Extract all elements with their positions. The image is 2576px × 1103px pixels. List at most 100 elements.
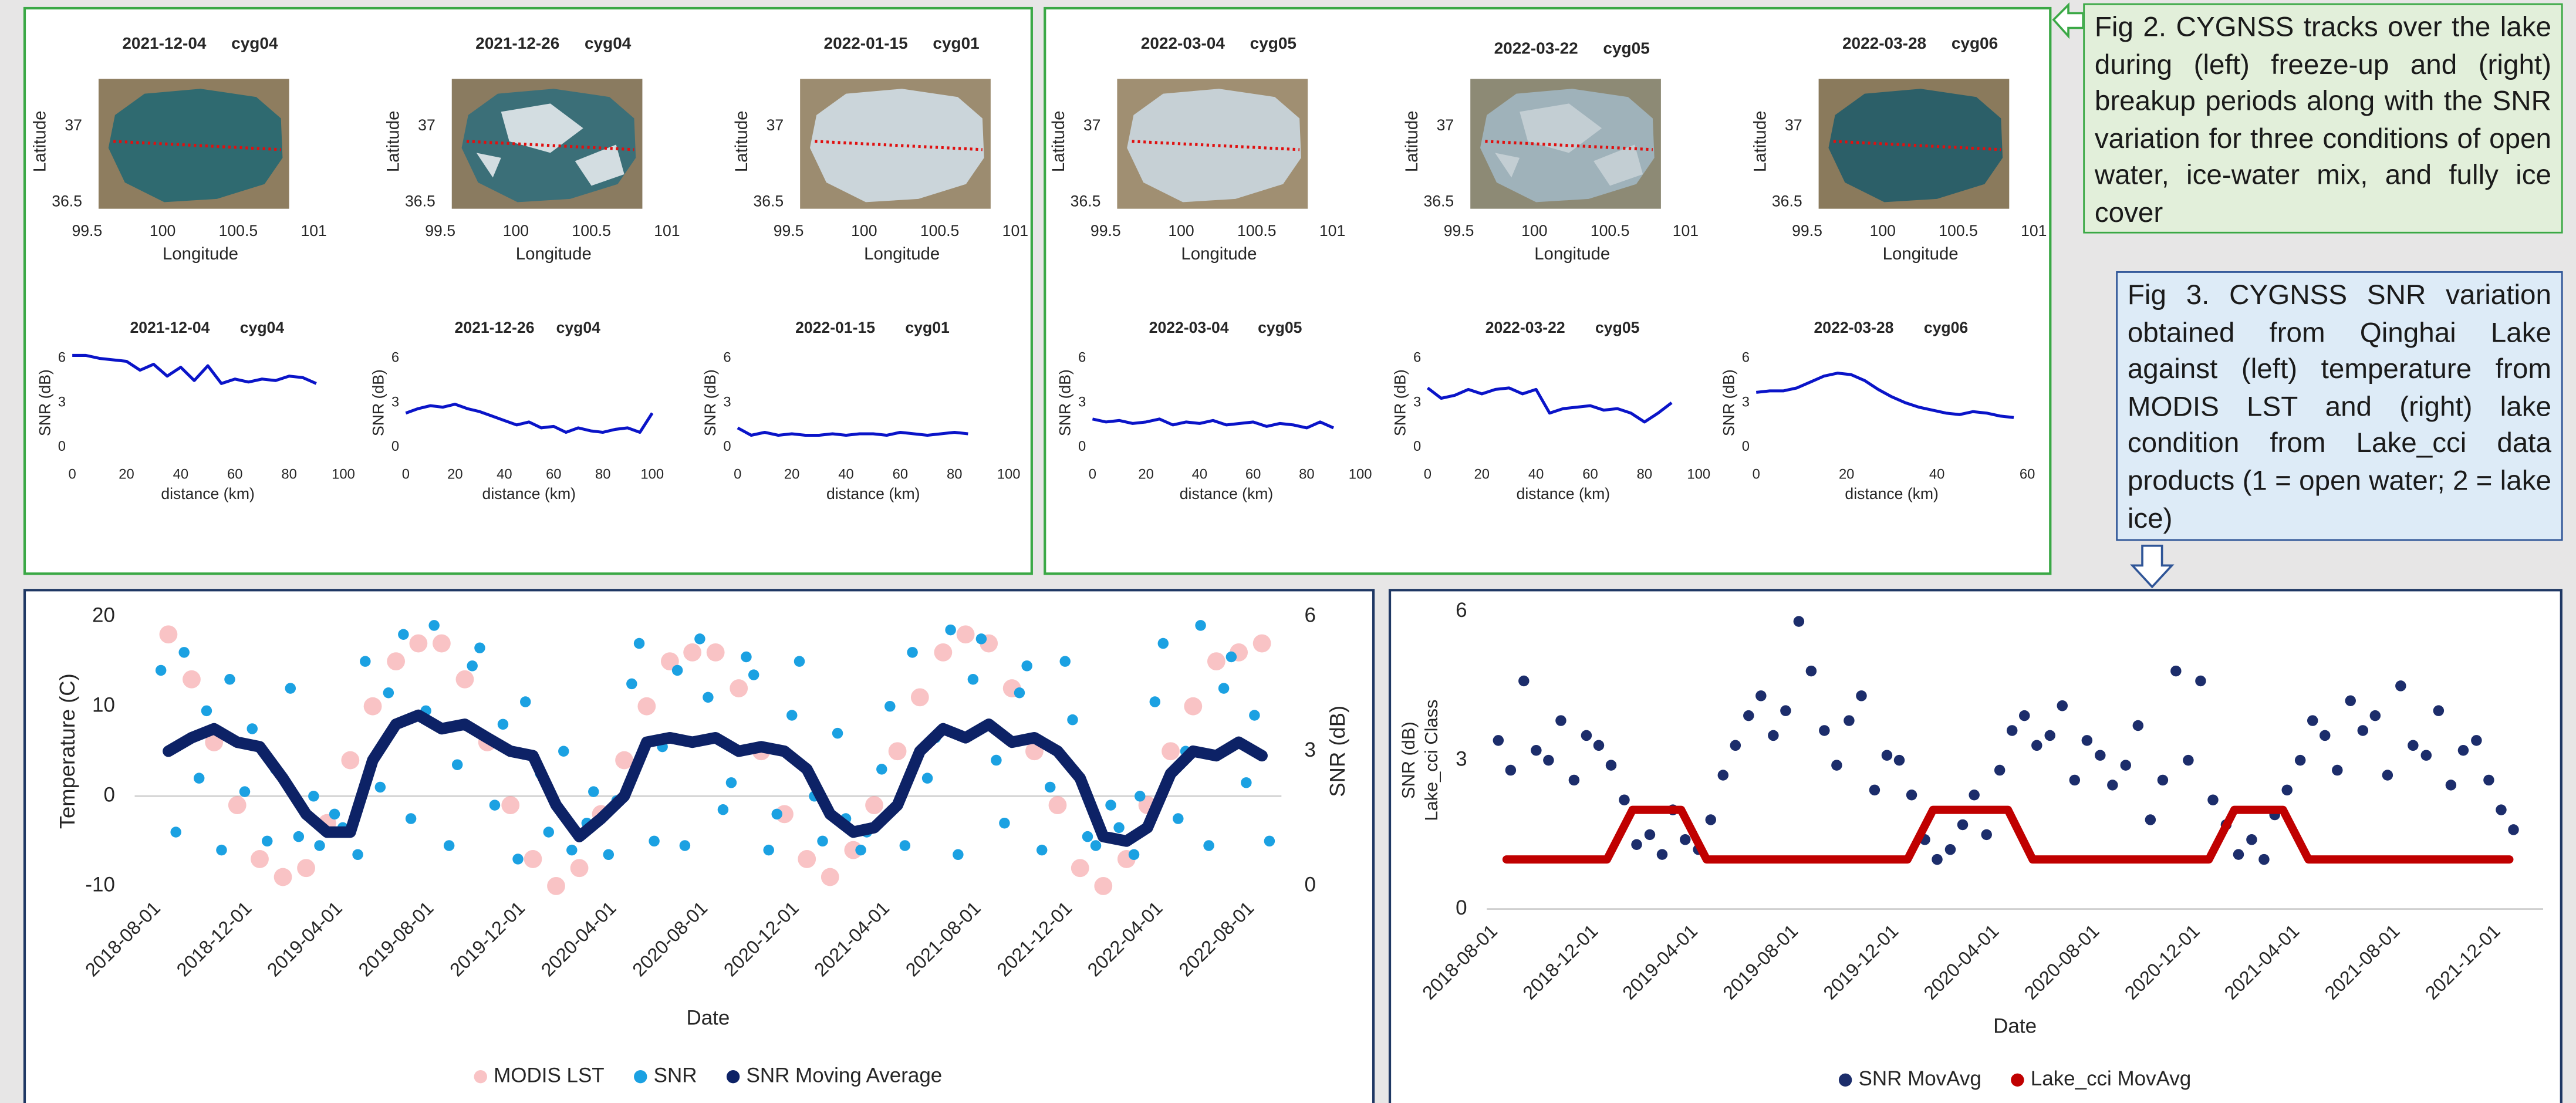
data-point — [247, 723, 258, 734]
data-point — [694, 633, 705, 644]
data-point — [1680, 834, 1690, 845]
data-point — [444, 840, 454, 851]
x-tick-label: 101 — [2021, 222, 2047, 240]
data-point — [1195, 620, 1206, 630]
data-point — [2433, 705, 2444, 716]
x-tick-label: 60 — [1245, 467, 1261, 483]
data-point — [1994, 765, 2005, 775]
legend-marker — [2011, 1074, 2024, 1087]
y-tick-label: 3 — [58, 394, 66, 410]
data-point — [976, 633, 987, 644]
data-point — [1241, 777, 1251, 788]
data-point — [991, 755, 1001, 765]
x-tick-label: 60 — [1582, 467, 1598, 483]
y-tick-label: 0 — [58, 438, 66, 454]
chart-title: 2022-01-15 — [795, 319, 875, 336]
x-axis-label: distance (km) — [1845, 485, 1938, 502]
data-point — [1264, 836, 1275, 846]
x-tick-label: 60 — [2020, 467, 2035, 483]
data-point — [2170, 666, 2181, 676]
data-point — [1806, 666, 1817, 676]
y-tick-label: 36.5 — [1772, 192, 1802, 210]
data-point — [1184, 697, 1202, 716]
data-point — [637, 697, 656, 716]
x-tick-label: 101 — [654, 222, 680, 240]
data-point — [748, 669, 759, 680]
data-point — [156, 665, 166, 676]
data-point — [2095, 750, 2105, 760]
data-point — [297, 859, 315, 877]
y-tick-label: 0 — [1413, 438, 1421, 454]
x-tick-label: 20 — [1138, 467, 1153, 483]
data-point — [558, 746, 569, 756]
y-axis-label: SNR (dB) — [36, 369, 53, 436]
arrow-left — [2054, 5, 2083, 36]
x-tick-label: 100.5 — [920, 222, 960, 240]
data-point — [1218, 683, 1229, 693]
y-tick-label: 37 — [1437, 116, 1454, 134]
y-axis-label: SNR (dB) — [1720, 369, 1737, 436]
chart-title: 2021-12-04 — [130, 319, 210, 336]
y-tick-label: 0 — [723, 438, 731, 454]
x-axis-label: Longitude — [1181, 244, 1257, 264]
data-point — [474, 642, 485, 653]
x-tick-label: 0 — [1089, 467, 1096, 483]
data-point — [1207, 652, 1225, 670]
chart-title: 2022-03-04 — [1149, 319, 1229, 336]
data-point — [2471, 735, 2482, 746]
data-point — [876, 764, 887, 774]
data-point — [2082, 735, 2092, 746]
data-point — [406, 813, 416, 824]
y2-axis-label: SNR (dB) — [1325, 706, 1349, 797]
data-point — [2370, 710, 2381, 721]
x-tick-label: 100.5 — [572, 222, 611, 240]
data-point — [730, 679, 748, 697]
data-point — [2408, 740, 2418, 751]
data-point — [1203, 840, 1214, 851]
legend-marker — [727, 1070, 740, 1083]
y2-tick-label: 3 — [1304, 738, 1315, 761]
x-tick-label: 60 — [893, 467, 908, 483]
panel-date: 2022-03-28 — [1842, 34, 1926, 52]
satellite-image — [99, 79, 289, 208]
data-point — [1129, 849, 1139, 860]
x-tick-label: 80 — [595, 467, 610, 483]
y-tick-label: 36.5 — [1071, 192, 1101, 210]
x-axis-label: Longitude — [1883, 244, 1959, 264]
data-point — [2395, 680, 2406, 691]
data-point — [216, 845, 227, 855]
data-point — [680, 840, 690, 851]
data-point — [1730, 740, 1741, 751]
satellite-image — [1117, 79, 1308, 208]
data-point — [1569, 775, 1579, 785]
y-tick-label: 3 — [723, 394, 731, 410]
y-tick-label: 6 — [723, 350, 731, 366]
y-tick-label: 3 — [391, 394, 399, 410]
chart-subtitle: cyg01 — [905, 319, 950, 336]
legend-label: Lake_cci MovAvg — [2031, 1067, 2191, 1090]
x-tick-label: 60 — [546, 467, 561, 483]
data-point — [1794, 616, 1804, 626]
legend-marker — [1839, 1074, 1852, 1087]
data-point — [160, 625, 178, 643]
data-point — [889, 742, 907, 760]
x-tick-label: 99.5 — [1091, 222, 1121, 240]
y-tick-label: 0 — [391, 438, 399, 454]
x-tick-label: 100.5 — [219, 222, 258, 240]
data-point — [228, 796, 247, 814]
y-tick-label: 37 — [1785, 116, 1802, 134]
data-point — [1981, 829, 1991, 840]
data-point — [1091, 840, 1101, 851]
data-point — [1957, 819, 1968, 830]
data-point — [1162, 742, 1180, 760]
y-axis-label: Latitude — [31, 111, 50, 173]
x-tick-label: 99.5 — [1792, 222, 1822, 240]
x-tick-label: 40 — [1528, 467, 1544, 483]
data-point — [183, 670, 201, 689]
x-tick-label: 60 — [227, 467, 242, 483]
data-point — [1657, 849, 1667, 859]
data-point — [308, 791, 319, 801]
data-point — [1894, 755, 1905, 765]
x-tick-label: 80 — [947, 467, 962, 483]
data-point — [588, 786, 599, 797]
